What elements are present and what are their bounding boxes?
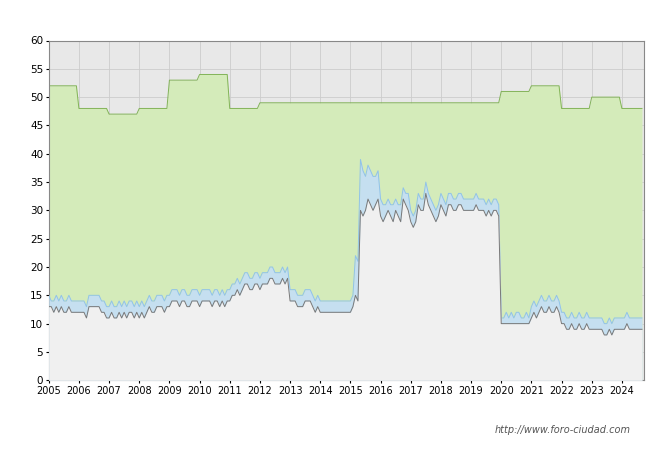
Text: Aveinte - Evolucion de la poblacion en edad de Trabajar Septiembre de 2024: Aveinte - Evolucion de la poblacion en e… [69,10,581,23]
Text: http://www.foro-ciudad.com: http://www.foro-ciudad.com [495,425,630,435]
